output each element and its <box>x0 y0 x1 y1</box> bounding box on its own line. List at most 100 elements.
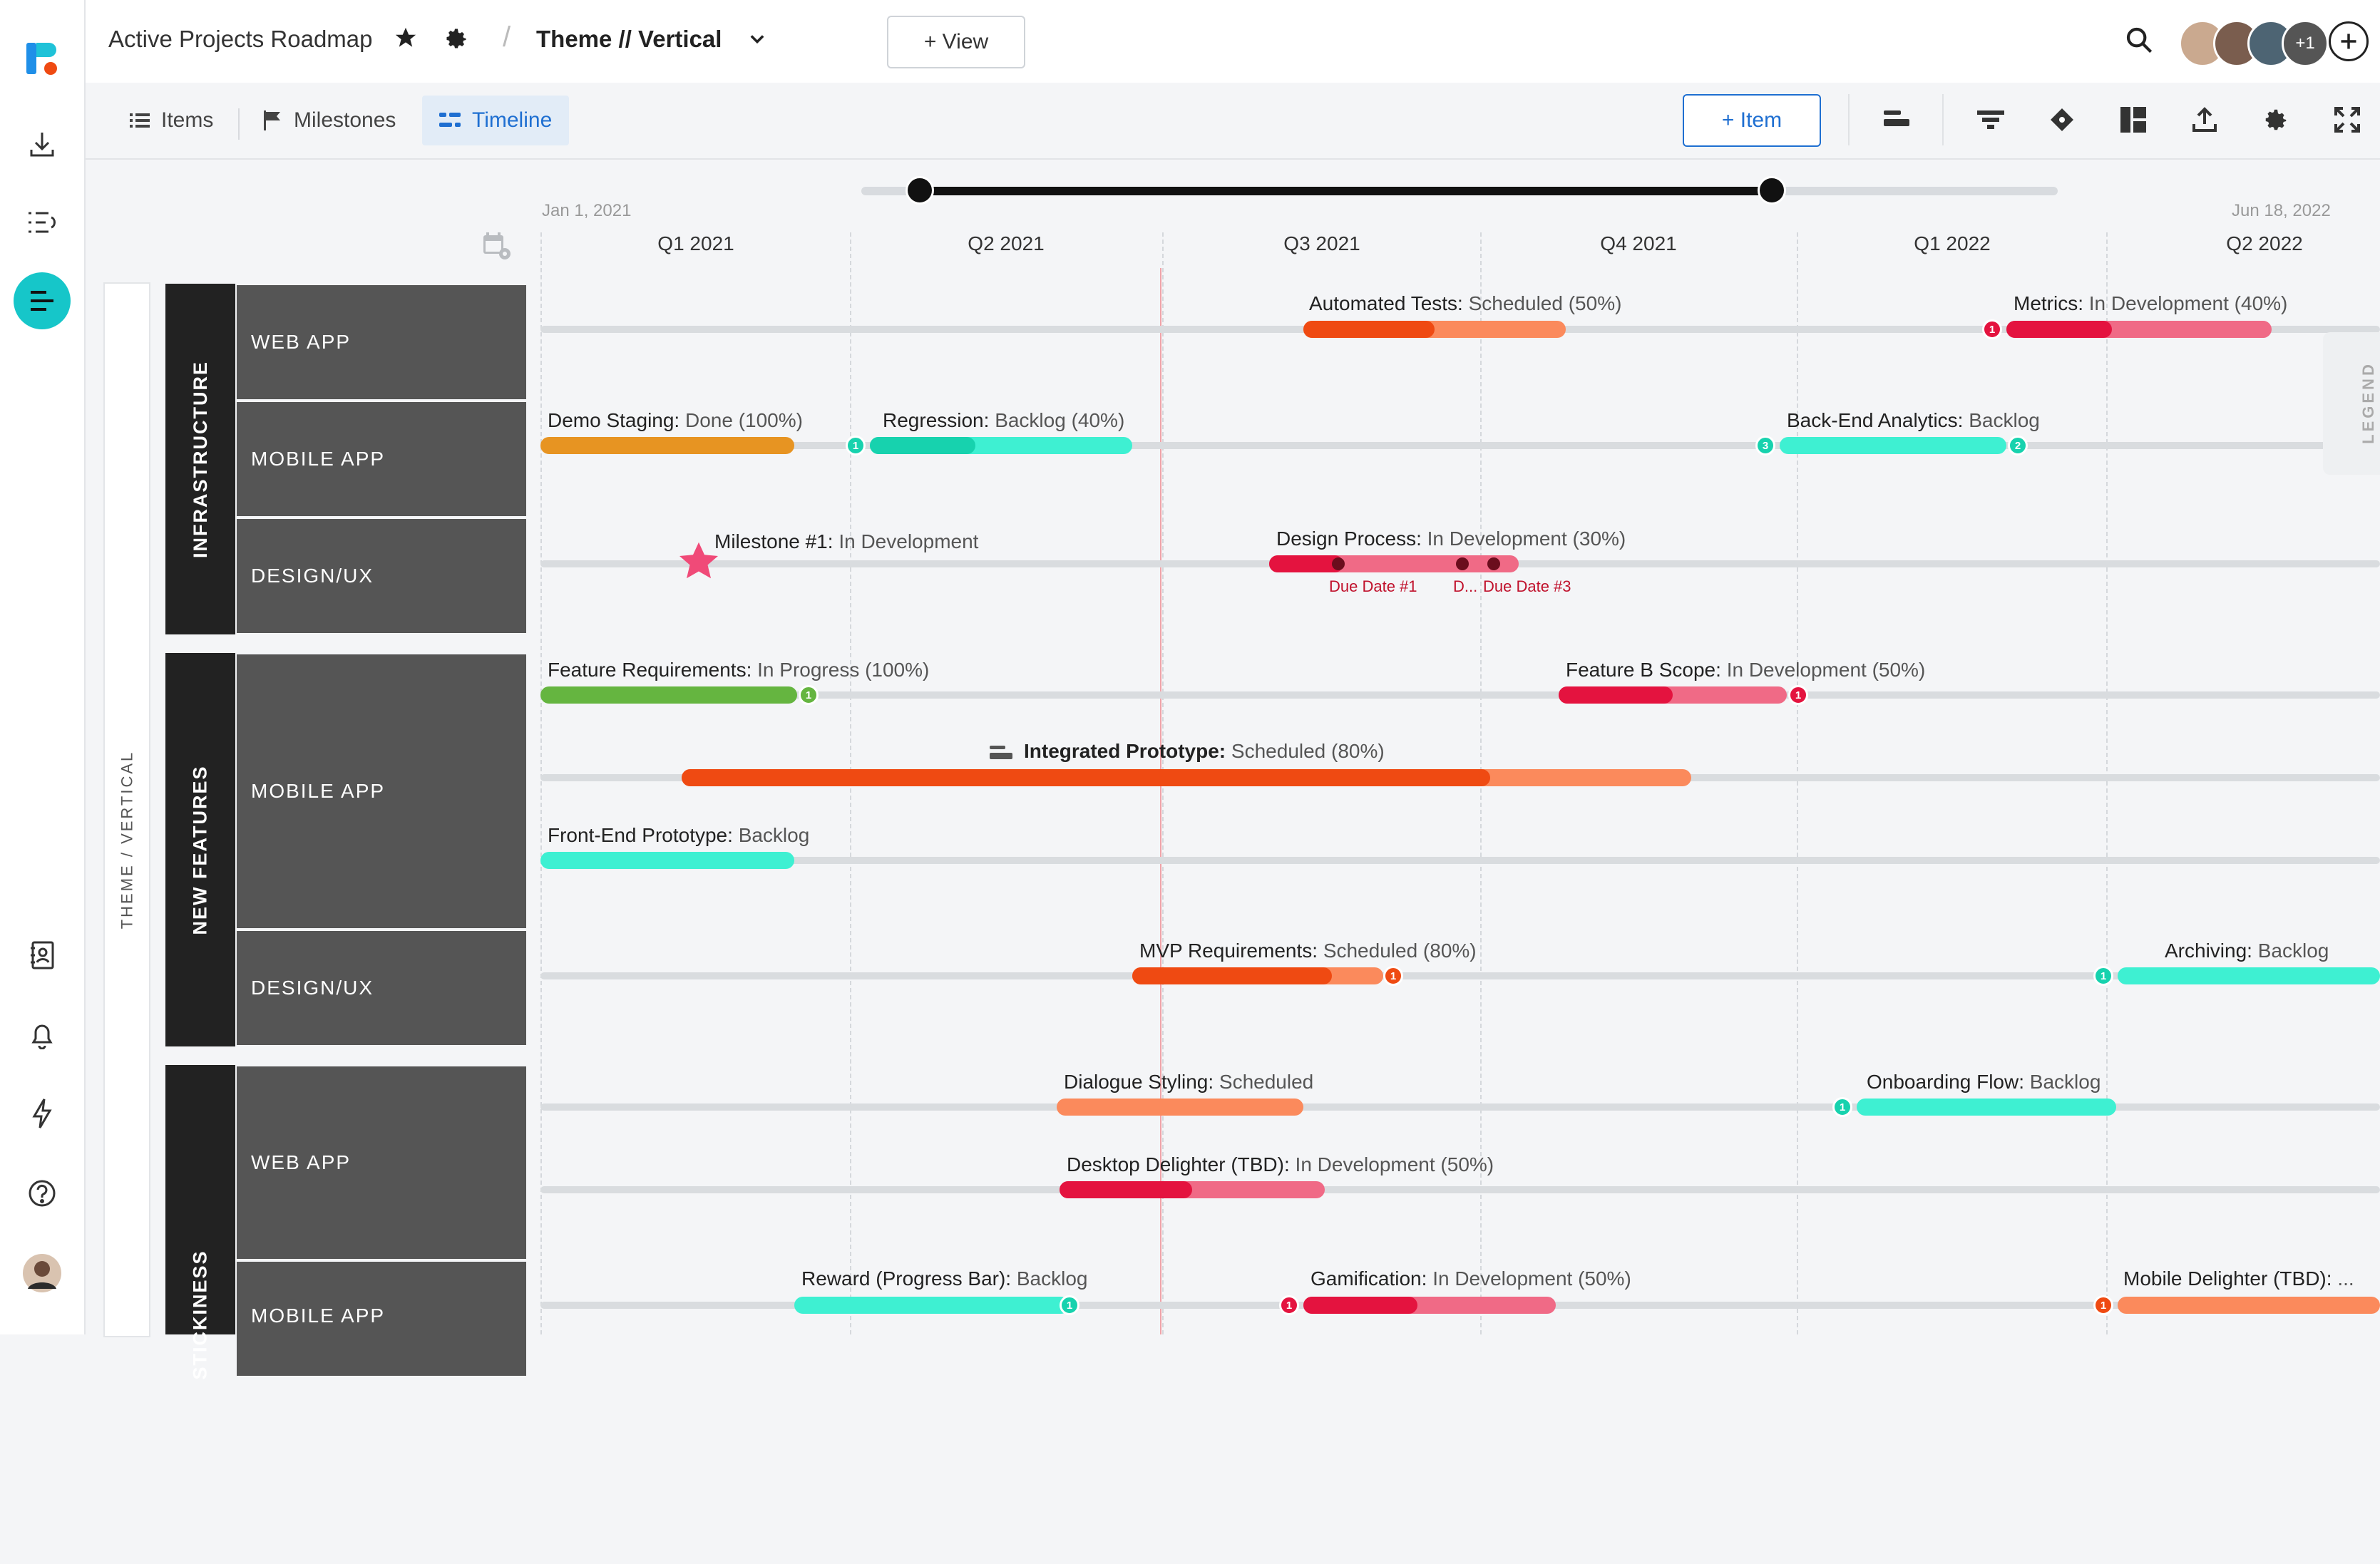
today-marker-line <box>1160 268 1161 1334</box>
item-label[interactable]: MVP Requirements: Scheduled (80%) <box>1139 940 1477 962</box>
item-label[interactable]: Gamification: In Development (50%) <box>1310 1267 1631 1290</box>
item-label[interactable]: Automated Tests: Scheduled (50%) <box>1309 292 1622 314</box>
add-user-button[interactable] <box>2329 21 2369 61</box>
item-label[interactable]: Milestone #1: In Development <box>714 530 979 552</box>
left-sidebar <box>0 0 86 1334</box>
due-date-marker[interactable] <box>1487 557 1500 570</box>
grouping-panel: THEME / VERTICAL <box>103 282 150 1337</box>
bar-style-icon[interactable] <box>1881 104 1912 135</box>
item-label[interactable]: Mobile Delighter (TBD): ... <box>2123 1267 2354 1290</box>
group-header-stickiness[interactable]: STICKINESS <box>165 1065 235 1379</box>
row-header-mobile-app[interactable]: MOBILE APP <box>237 402 526 516</box>
star-icon[interactable] <box>394 26 418 53</box>
group-header-new-features[interactable]: NEW FEATURES <box>165 653 235 1046</box>
milestone-star-icon[interactable] <box>677 540 720 585</box>
item-label[interactable]: Desktop Delighter (TBD): In Development … <box>1067 1153 1494 1175</box>
tab-items[interactable]: Items <box>113 96 230 145</box>
item-bar-demo-staging[interactable] <box>540 437 794 454</box>
list-icon <box>130 113 150 128</box>
item-label[interactable]: Metrics: In Development (40%) <box>2014 292 2288 314</box>
dependency-badge[interactable]: 1 <box>2093 966 2113 986</box>
dependency-badge[interactable]: 1 <box>1832 1097 1852 1117</box>
calendar-settings-icon[interactable] <box>482 231 512 264</box>
dependency-badge[interactable]: 1 <box>1982 319 2002 339</box>
item-label[interactable]: Regression: Backlog (40%) <box>883 409 1125 431</box>
help-icon[interactable] <box>21 1172 63 1215</box>
add-view-button[interactable]: + View <box>887 16 1025 68</box>
row-header-mobile-app[interactable]: MOBILE APP <box>237 654 526 928</box>
bell-icon[interactable] <box>21 1014 63 1056</box>
extra-users-count[interactable]: +1 <box>2282 20 2329 67</box>
group-label: STICKINESS <box>189 1249 211 1380</box>
contacts-icon[interactable] <box>21 934 63 977</box>
dependency-badge[interactable]: 1 <box>846 436 866 456</box>
item-bar-onboarding-flow[interactable] <box>1857 1099 2116 1116</box>
row-header-design-ux[interactable]: DESIGN/UX <box>237 931 526 1045</box>
view-selector[interactable]: Theme // Vertical <box>536 26 722 52</box>
row-header-web-app[interactable]: WEB APP <box>237 1066 526 1259</box>
layout-icon[interactable] <box>2118 104 2149 135</box>
grouping-label-wrap: THEME / VERTICAL <box>105 697 149 982</box>
row-header-mobile-app[interactable]: MOBILE APP <box>237 1262 526 1376</box>
milestone-diamond-icon[interactable] <box>2046 104 2078 135</box>
dependency-badge[interactable]: 1 <box>1788 685 1808 705</box>
item-label[interactable]: Integrated Prototype: Scheduled (80%) <box>1024 740 1385 762</box>
dependency-badge[interactable]: 1 <box>1060 1295 1079 1315</box>
grouping-label: THEME / VERTICAL <box>118 750 135 930</box>
dependency-badge[interactable]: 2 <box>2008 436 2028 456</box>
dependency-badge[interactable]: 1 <box>1383 966 1403 986</box>
chevron-down-icon[interactable] <box>747 29 767 52</box>
tab-timeline[interactable]: Timeline <box>422 96 570 145</box>
item-bar-mobile-delighter[interactable] <box>2118 1297 2380 1314</box>
item-bar-feature-requirements[interactable] <box>540 686 797 704</box>
app-logo[interactable] <box>21 37 63 80</box>
due-date-marker[interactable] <box>1456 557 1469 570</box>
lightning-icon[interactable] <box>21 1092 63 1135</box>
item-label[interactable]: Feature B Scope: In Development (50%) <box>1566 659 1926 681</box>
item-bar-reward-progress-bar[interactable] <box>794 1297 1070 1314</box>
item-label[interactable]: Back-End Analytics: Backlog <box>1787 409 2040 431</box>
tab-milestones[interactable]: Milestones <box>247 96 413 145</box>
top-bar: Active Projects Roadmap / Theme // Verti… <box>86 0 2380 83</box>
download-icon[interactable] <box>21 123 63 165</box>
tab-label: Timeline <box>472 108 553 132</box>
item-label[interactable]: Design Process: In Development (30%) <box>1276 528 1626 550</box>
user-avatar[interactable] <box>21 1252 63 1295</box>
settings-gear-icon[interactable] <box>443 26 469 55</box>
range-end-handle[interactable] <box>1758 176 1786 205</box>
dependency-badge[interactable]: 3 <box>1755 436 1775 456</box>
item-label[interactable]: Reward (Progress Bar): Backlog <box>801 1267 1088 1290</box>
dependency-badge[interactable]: 1 <box>2093 1295 2113 1315</box>
dependency-badge[interactable]: 1 <box>1279 1295 1299 1315</box>
dependency-badge[interactable]: 1 <box>799 685 819 705</box>
row-header-web-app[interactable]: WEB APP <box>237 285 526 399</box>
item-label[interactable]: Demo Staging: Done (100%) <box>548 409 803 431</box>
item-label[interactable]: Archiving: Backlog <box>2165 940 2329 962</box>
due-date-marker[interactable] <box>1332 557 1345 570</box>
item-label[interactable]: Dialogue Styling: Scheduled <box>1064 1071 1314 1093</box>
item-bar-dialogue-styling[interactable] <box>1057 1099 1303 1116</box>
timeline-track <box>540 1103 2380 1111</box>
quarter-gridline <box>1797 232 1798 1334</box>
item-label[interactable]: Feature Requirements: In Progress (100%) <box>548 659 930 681</box>
item-bar-back-end-analytics[interactable] <box>1780 437 2006 454</box>
item-bar-front-end-prototype[interactable] <box>540 852 794 869</box>
share-upload-icon[interactable] <box>2189 104 2220 135</box>
filter-icon[interactable] <box>1975 104 2006 135</box>
fullscreen-icon[interactable] <box>2332 104 2363 135</box>
item-progress <box>1303 1297 1417 1314</box>
item-bar-archiving[interactable] <box>2118 967 2380 984</box>
legend-tab[interactable]: LEGEND <box>2323 332 2380 475</box>
range-start-handle[interactable] <box>906 176 934 205</box>
list-icon[interactable] <box>21 201 63 244</box>
add-item-button[interactable]: + Item <box>1683 94 1821 147</box>
item-label[interactable]: Front-End Prototype: Backlog <box>548 824 810 846</box>
quarter-label: Q3 2021 <box>1283 232 1360 254</box>
search-icon[interactable] <box>2125 26 2153 58</box>
timeline-settings-icon[interactable] <box>2260 104 2292 135</box>
row-header-design-ux[interactable]: DESIGN/UX <box>237 519 526 633</box>
item-label[interactable]: Onboarding Flow: Backlog <box>1867 1071 2101 1093</box>
roadmap-icon[interactable] <box>14 272 71 329</box>
project-title[interactable]: Active Projects Roadmap <box>108 26 373 52</box>
group-header-infrastructure[interactable]: INFRASTRUCTURE <box>165 284 235 634</box>
